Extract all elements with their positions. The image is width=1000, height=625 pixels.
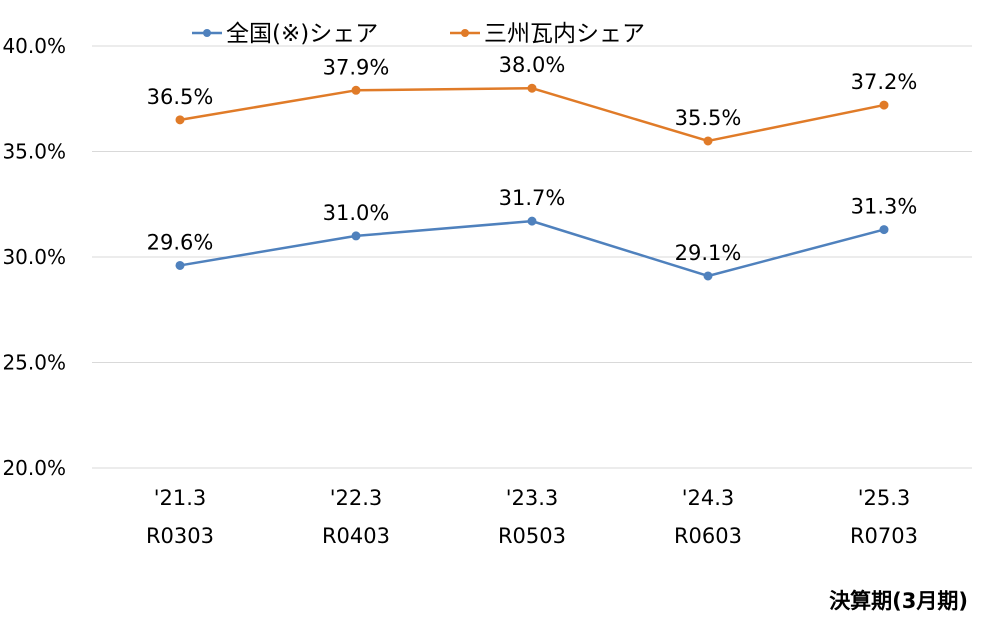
- y-tick-label: 20.0%: [2, 456, 66, 480]
- data-point: [351, 231, 361, 241]
- y-tick-label: 40.0%: [2, 34, 66, 58]
- data-label: 36.5%: [147, 85, 214, 109]
- x-axis: '21.3 R0303 '22.3 R0403 '23.3 R0503 '24.3 R0603…: [146, 486, 918, 548]
- legend-label: 三州瓦内シェア: [484, 21, 645, 47]
- data-label: 29.1%: [675, 241, 742, 265]
- legend: 全国(※)シェア 三州瓦内シェア: [192, 21, 645, 47]
- x-tick-sublabel: R0503: [498, 524, 566, 548]
- series-line: [179, 86, 885, 143]
- data-point: [879, 100, 889, 110]
- gridlines: [92, 45, 972, 469]
- y-tick-label: 25.0%: [2, 351, 66, 375]
- data-label: 35.5%: [675, 106, 742, 130]
- x-tick-label: '22.3: [330, 486, 383, 510]
- x-tick-sublabel: R0703: [850, 524, 918, 548]
- legend-label: 全国(※)シェア: [226, 21, 378, 47]
- data-label: 31.7%: [499, 186, 566, 210]
- data-label: 37.9%: [323, 55, 390, 79]
- data-label: 38.0%: [499, 53, 566, 77]
- y-tick-label: 35.0%: [2, 140, 66, 164]
- y-axis: 20.0% 25.0% 30.0% 35.0% 40.0%: [2, 34, 66, 480]
- series-line: [179, 219, 885, 278]
- y-tick-label: 30.0%: [2, 245, 66, 269]
- x-tick-label: '21.3: [154, 486, 207, 510]
- x-tick-sublabel: R0603: [674, 524, 742, 548]
- data-label: 31.0%: [323, 201, 390, 225]
- data-label: 37.2%: [851, 70, 918, 94]
- x-tick-sublabel: R0303: [146, 524, 214, 548]
- x-tick-label: '23.3: [506, 486, 559, 510]
- data-label: 29.6%: [147, 230, 214, 254]
- data-point: [351, 85, 361, 95]
- legend-marker: [461, 29, 469, 37]
- data-point: [527, 216, 537, 226]
- legend-marker: [203, 29, 211, 37]
- data-point: [175, 115, 185, 125]
- x-axis-title: 決算期(3月期): [829, 589, 968, 613]
- x-tick-label: '25.3: [858, 486, 911, 510]
- series-lines: [175, 83, 889, 281]
- data-point: [703, 136, 713, 146]
- data-point: [527, 83, 537, 93]
- data-point: [175, 260, 185, 270]
- data-label: 31.3%: [851, 195, 918, 219]
- data-point: [879, 225, 889, 235]
- x-tick-label: '24.3: [682, 486, 735, 510]
- data-point: [703, 271, 713, 281]
- x-tick-sublabel: R0403: [322, 524, 390, 548]
- data-labels: 29.6% 31.0% 31.7% 29.1% 31.3% 36.5% 37.9% 38.0%…: [147, 53, 918, 265]
